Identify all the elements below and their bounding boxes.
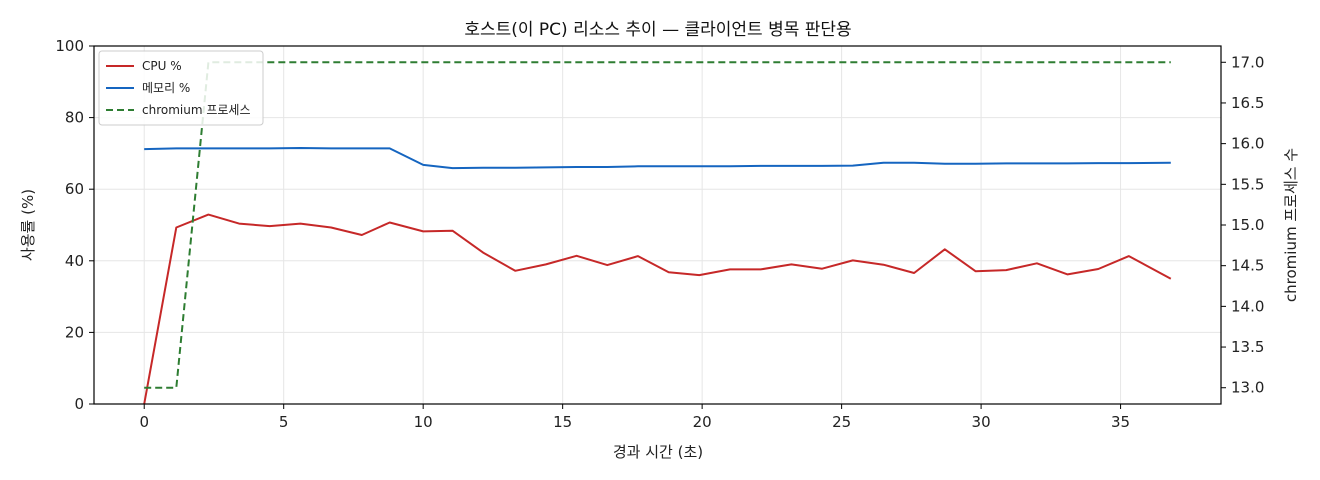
legend-label: chromium 프로세스	[142, 103, 251, 117]
x-tick-label: 15	[553, 413, 572, 431]
legend-label: 메모리 %	[142, 81, 190, 95]
y2-tick-label: 13.5	[1231, 338, 1264, 356]
y2-axis-title: chromium 프로세스 수	[1282, 148, 1300, 302]
y2-tick-label: 14.5	[1231, 257, 1264, 275]
y2-tick-label: 16.5	[1231, 94, 1264, 112]
x-tick-label: 5	[279, 413, 289, 431]
y-tick-label: 80	[65, 109, 84, 127]
legend-box	[98, 50, 264, 126]
y2-tick-label: 17.0	[1231, 53, 1264, 71]
series-line-2	[144, 61, 1171, 389]
x-tick-label: 25	[832, 413, 851, 431]
y-tick-label: 100	[55, 37, 84, 55]
y-axis-title: 사용률 (%)	[19, 189, 37, 261]
y-axis-right: 13.0 13.5 14.0 14.5 15.0 15.5 16.0 16.5 17.0	[1221, 53, 1264, 397]
y2-tick-label: 14.0	[1231, 297, 1264, 315]
series-line-1	[144, 147, 1171, 170]
x-tick-label: 10	[414, 413, 433, 431]
legend: CPU % 메모리 % chromium 프로세스	[98, 50, 264, 126]
series-layer	[143, 61, 1172, 405]
y-tick-label: 0	[74, 395, 84, 413]
y2-tick-label: 15.5	[1231, 175, 1264, 193]
chart-title: 호스트(이 PC) 리소스 추이 — 클라이언트 병목 판단용	[464, 20, 851, 40]
x-axis: 0 5 10 15 20 25 30 35	[139, 404, 1130, 431]
y2-tick-label: 15.0	[1231, 216, 1264, 234]
y-tick-label: 20	[65, 323, 84, 341]
x-tick-label: 30	[972, 413, 991, 431]
y2-tick-label: 16.0	[1231, 135, 1264, 153]
x-axis-title: 경과 시간 (초)	[613, 443, 703, 461]
x-tick-label: 0	[139, 413, 149, 431]
series-line-0	[143, 213, 1172, 405]
y2-tick-label: 13.0	[1231, 379, 1264, 397]
legend-label: CPU %	[142, 59, 182, 73]
y-tick-label: 60	[65, 180, 84, 198]
y-tick-label: 40	[65, 252, 84, 270]
x-tick-label: 20	[693, 413, 712, 431]
y-axis-left: 0 20 40 60 80 100	[55, 37, 94, 413]
x-tick-label: 35	[1111, 413, 1130, 431]
